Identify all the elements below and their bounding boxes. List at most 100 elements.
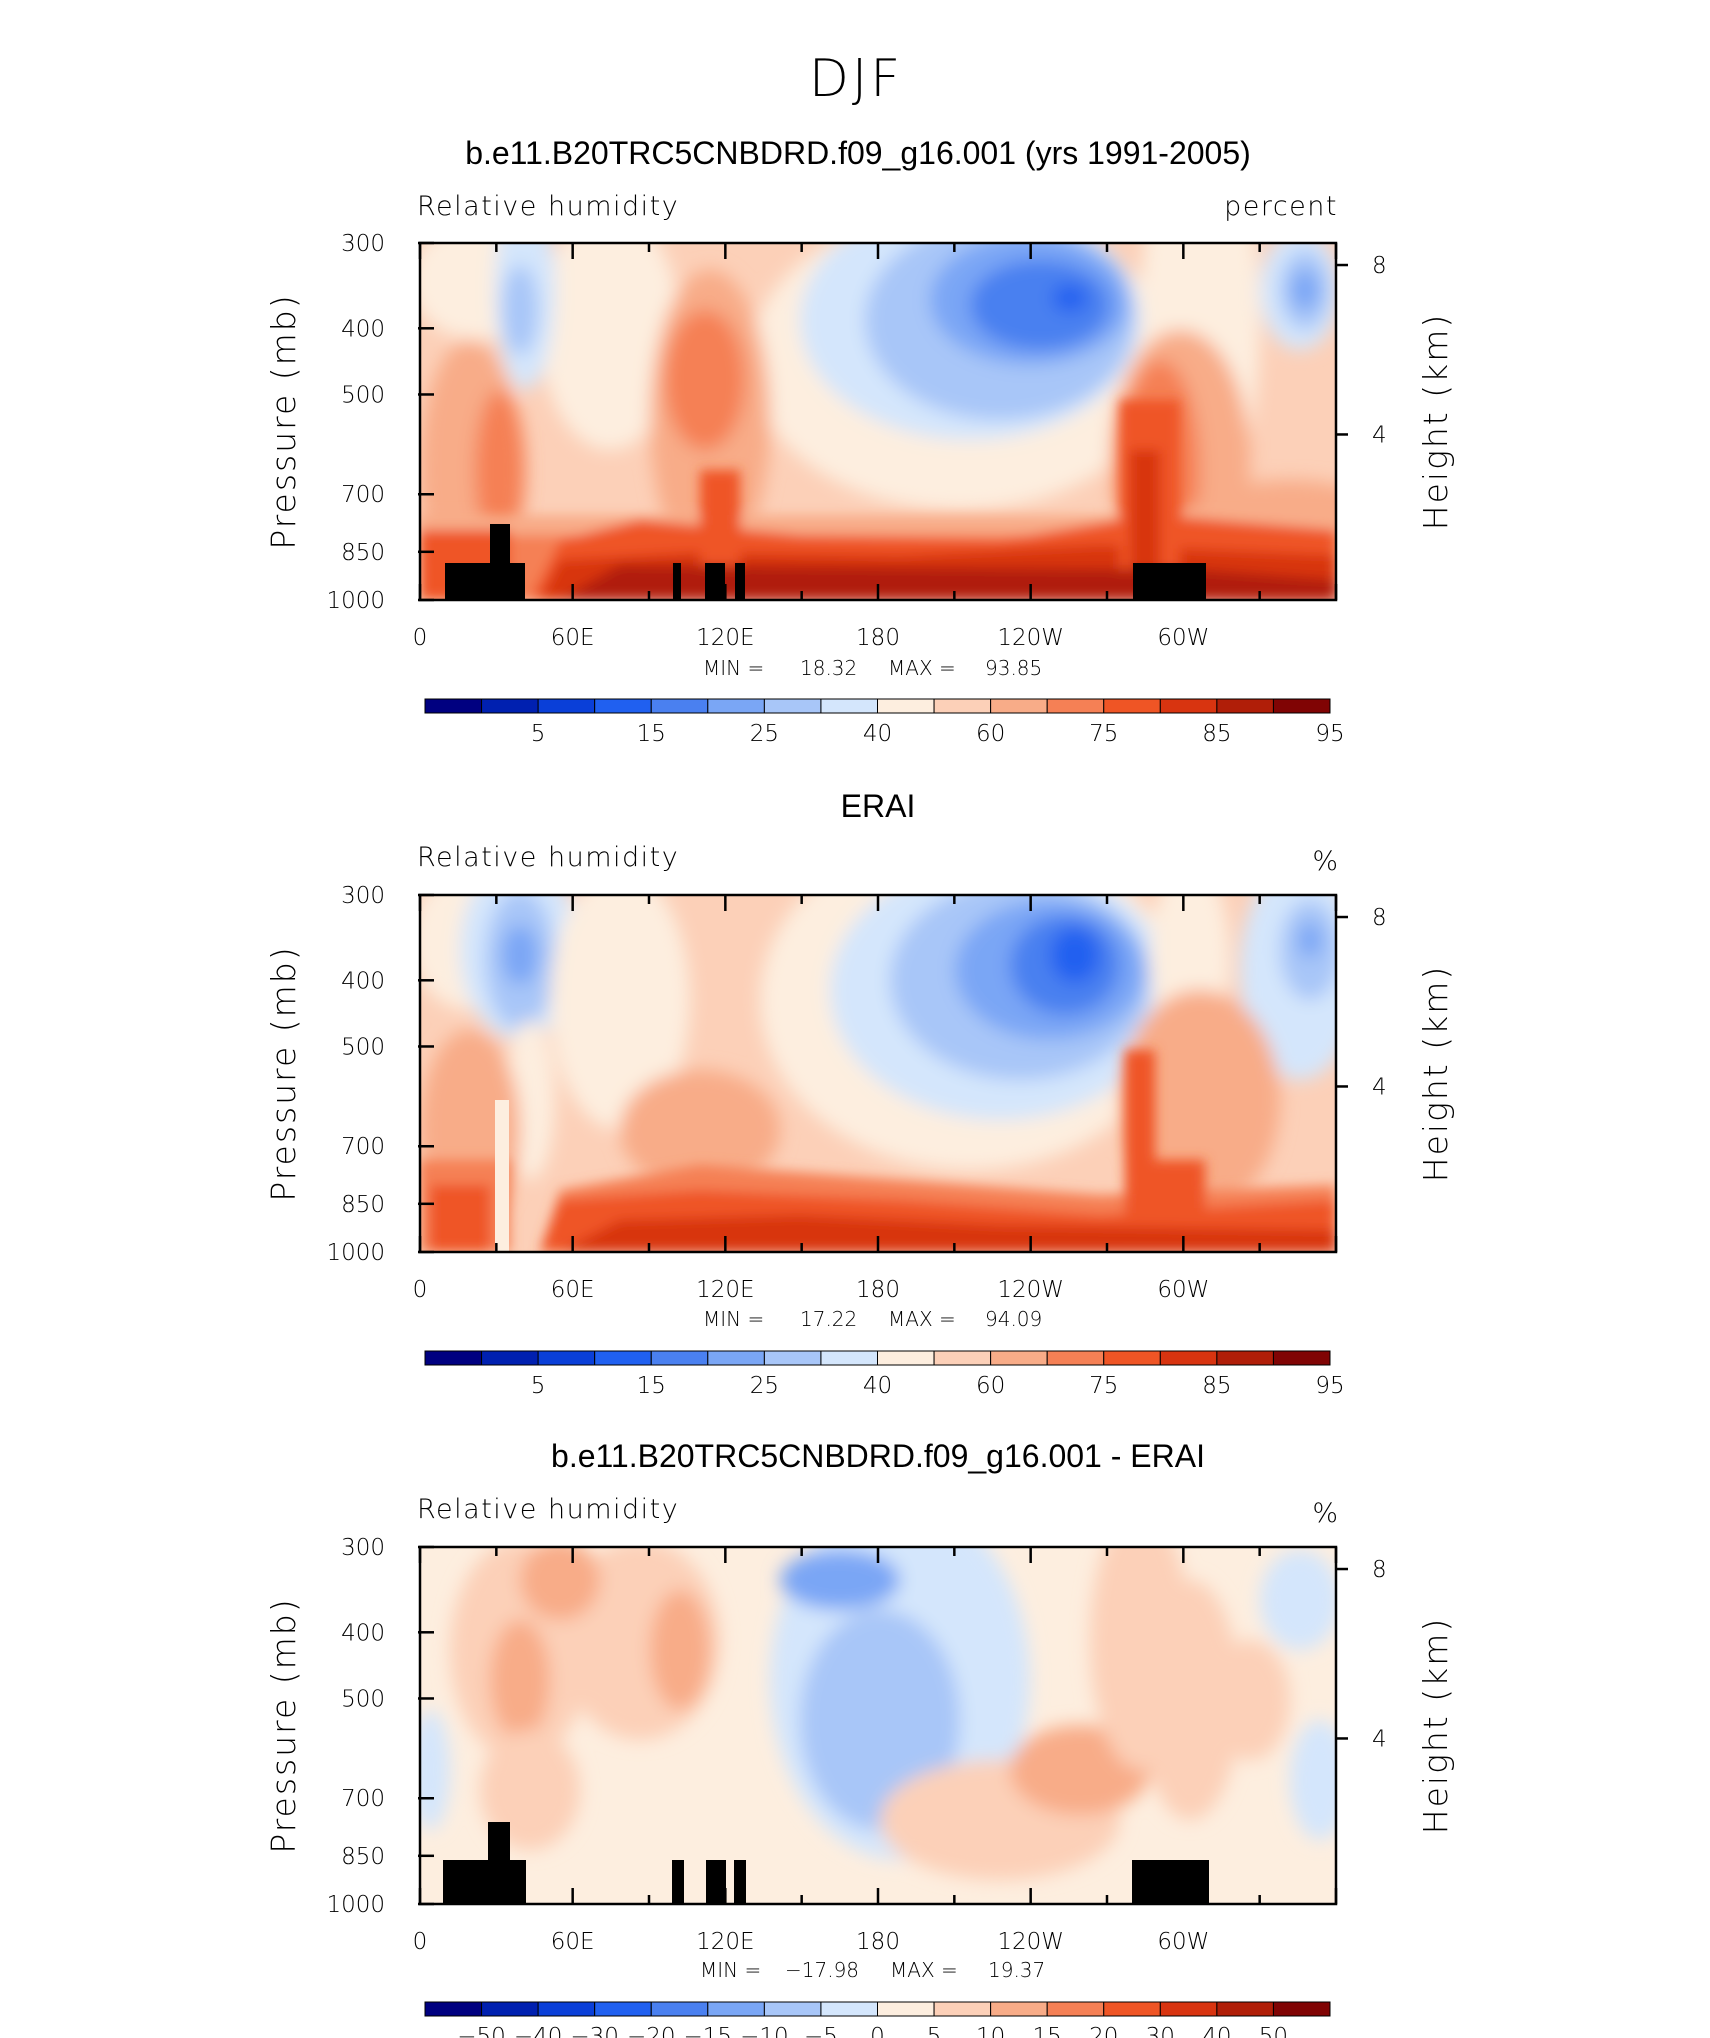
colorbar-swatch [1159,1350,1218,1366]
colorbar-label: 30 [1146,2024,1175,2038]
y-tick-label: 500 [341,1686,385,1712]
colorbar-label: −10 [740,2024,789,2038]
colorbar: 5 15 25 40 60 75 85 95 [424,1350,1345,1399]
y-tick-label: 700 [341,482,385,508]
contour-field [420,895,1336,1252]
colorbar-swatch [990,1350,1048,1366]
y-axis-label: Pressure (mb) [264,293,303,549]
y-tick-label: 850 [341,540,385,566]
colorbar-swatch [933,2001,992,2017]
colorbar-swatch [877,1350,935,1366]
colorbar-swatch [1046,1350,1105,1366]
stats-min-label: MIN = [703,1307,764,1331]
colorbar: −50 −40 −30 −20 −15 −10 −5 0 5 10 15 20 30 40 50 [424,2001,1331,2038]
y-tick-label: 850 [341,1844,385,1870]
colorbar-swatch [650,2001,709,2017]
x-tick-label: 60E [551,1929,595,1955]
stats-max-value: 93.85 [985,656,1042,680]
colorbar-swatch [1159,698,1218,714]
colorbar-label: 75 [1089,721,1118,747]
colorbar-swatch [820,2001,878,2017]
panel-title: b.e11.B20TRC5CNBDRD.f09_g16.001 - ERAI [551,1438,1205,1474]
colorbar-swatch [933,698,992,714]
stats-min-value: 17.22 [800,1307,857,1331]
colorbar-swatch [1103,1350,1161,1366]
colorbar-swatch [594,2001,652,2017]
y-tick-label: 300 [341,883,385,909]
colorbar-swatch [763,2001,822,2017]
colorbar-swatch [990,2001,1048,2017]
stats-max-value: 19.37 [988,1958,1045,1982]
x-tick-label: 60W [1157,1929,1209,1955]
x-tick-label: 0 [413,625,428,651]
colorbar-swatch [424,2001,483,2017]
colorbar-swatch [1272,2001,1331,2017]
colorbar-label: 40 [863,1373,892,1399]
contour-field [420,1547,1336,1904]
y-tick-label: 400 [341,316,385,342]
colorbar-swatch [481,2001,539,2017]
colorbar-label: 40 [1202,2024,1231,2038]
colorbar-label: 95 [1315,1373,1344,1399]
x-tick-label: 0 [413,1277,428,1303]
x-tick-label: 120E [696,1929,754,1955]
colorbar-label: 95 [1315,721,1344,747]
colorbar-swatch [877,698,935,714]
y-tick-label: 1000 [326,1240,385,1266]
colorbar-swatch [707,2001,765,2017]
colorbar-swatch [1103,2001,1161,2017]
height-tick-label: 8 [1372,1557,1387,1583]
colorbar-label: 85 [1202,721,1231,747]
y-tick-label: 300 [341,1535,385,1561]
colorbar-label: 10 [976,2024,1005,2038]
colorbar-label: 15 [637,721,666,747]
height-tick-label: 4 [1372,422,1387,448]
colorbar-swatch [707,698,765,714]
figure-title: DJF [809,49,903,109]
colorbar-swatch [537,1350,596,1366]
colorbar-label: 20 [1089,2024,1118,2038]
panel-diff: b.e11.B20TRC5CNBDRD.f09_g16.001 - ERAI R… [264,1438,1455,2038]
x-tick-label: 120E [696,1277,754,1303]
x-tick-label: 180 [856,1929,900,1955]
x-tick-label: 60E [551,625,595,651]
height-tick-label: 8 [1372,253,1387,279]
colorbar-label: −5 [804,2024,838,2038]
height-axis-label: Height (km) [1416,965,1455,1182]
colorbar-label: 15 [637,1373,666,1399]
colorbar-swatch [820,1350,878,1366]
panel-model: b.e11.B20TRC5CNBDRD.f09_g16.001 (yrs 199… [264,135,1455,747]
x-tick-label: 60E [551,1277,595,1303]
height-tick-label: 8 [1372,905,1387,931]
y-tick-label: 400 [341,1620,385,1646]
colorbar-swatch [650,1350,709,1366]
stats-max-value: 94.09 [985,1307,1042,1331]
panel-variable-label: Relative humidity [417,842,679,873]
colorbar-label: 75 [1089,1373,1118,1399]
panel-units-label: percent [1224,191,1338,222]
colorbar-swatch [763,698,822,714]
panel-obs: ERAI Relative humidity % [264,788,1455,1399]
colorbar-label: −50 [457,2024,506,2038]
y-tick-label: 500 [341,1034,385,1060]
colorbar-label: 5 [531,721,546,747]
y-axis-label: Pressure (mb) [264,945,303,1201]
x-tick-label: 180 [856,625,900,651]
colorbar-swatch [1046,698,1105,714]
colorbar-label: −30 [570,2024,619,2038]
x-tick-label: 120W [997,625,1064,651]
colorbar-swatch [537,698,596,714]
colorbar-swatch [424,1350,483,1366]
colorbar-label: 60 [976,721,1005,747]
x-tick-label: 120E [696,625,754,651]
colorbar-swatch [877,2001,935,2017]
stats-min-value: −17.98 [785,1958,859,1982]
stats-max-label: MAX = [888,656,956,680]
x-tick-label: 120W [997,1277,1064,1303]
colorbar-swatch [1216,698,1274,714]
colorbar-label: 25 [750,1373,779,1399]
y-tick-label: 300 [341,231,385,257]
x-tick-label: 60W [1157,625,1209,651]
colorbar-swatch [594,1350,652,1366]
